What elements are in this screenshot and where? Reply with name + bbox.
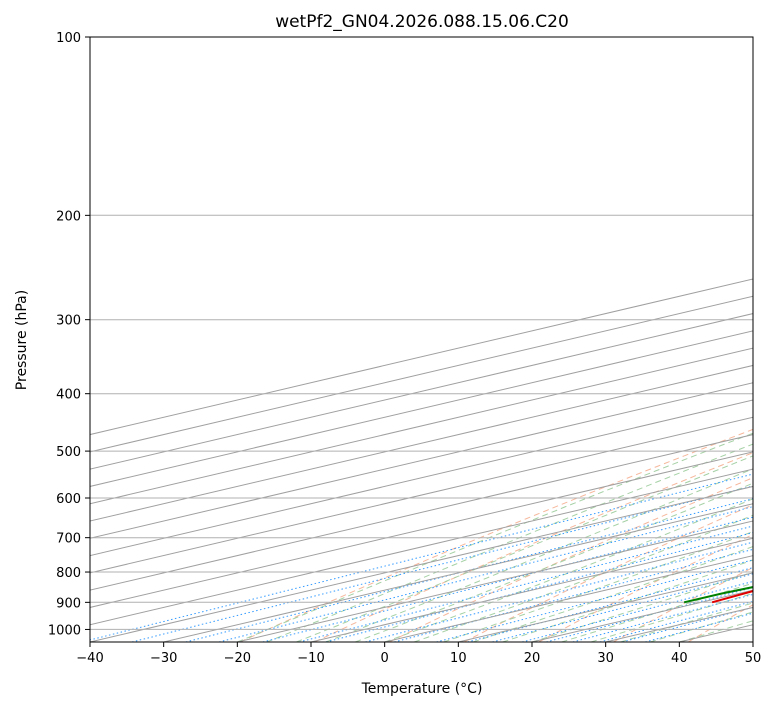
- y-tick-label: 600: [56, 492, 81, 507]
- chart-title: wetPf2_GN04.2026.088.15.06.C20: [275, 12, 569, 32]
- y-axis-label: Pressure (hPa): [14, 290, 30, 390]
- x-tick-label: −40: [76, 651, 103, 666]
- x-tick-label: −20: [224, 651, 251, 666]
- y-tick-label: 900: [56, 596, 81, 611]
- x-tick-label: −10: [297, 651, 324, 666]
- y-tick-label: 800: [56, 566, 81, 581]
- y-tick-label: 1000: [48, 623, 81, 638]
- y-tick-label: 400: [56, 388, 81, 403]
- x-tick-label: −30: [150, 651, 177, 666]
- x-tick-label: 0: [381, 651, 389, 666]
- y-tick-label: 200: [56, 209, 81, 224]
- y-tick-label: 700: [56, 532, 81, 547]
- y-tick-label: 300: [56, 314, 81, 329]
- x-axis-label: Temperature (°C): [361, 681, 483, 697]
- x-tick-label: 50: [745, 651, 762, 666]
- x-tick-label: 30: [597, 651, 614, 666]
- x-tick-label: 10: [450, 651, 467, 666]
- x-tick-label: 40: [671, 651, 688, 666]
- y-tick-label: 500: [56, 445, 81, 460]
- y-tick-label: 100: [56, 31, 81, 46]
- x-tick-label: 20: [524, 651, 541, 666]
